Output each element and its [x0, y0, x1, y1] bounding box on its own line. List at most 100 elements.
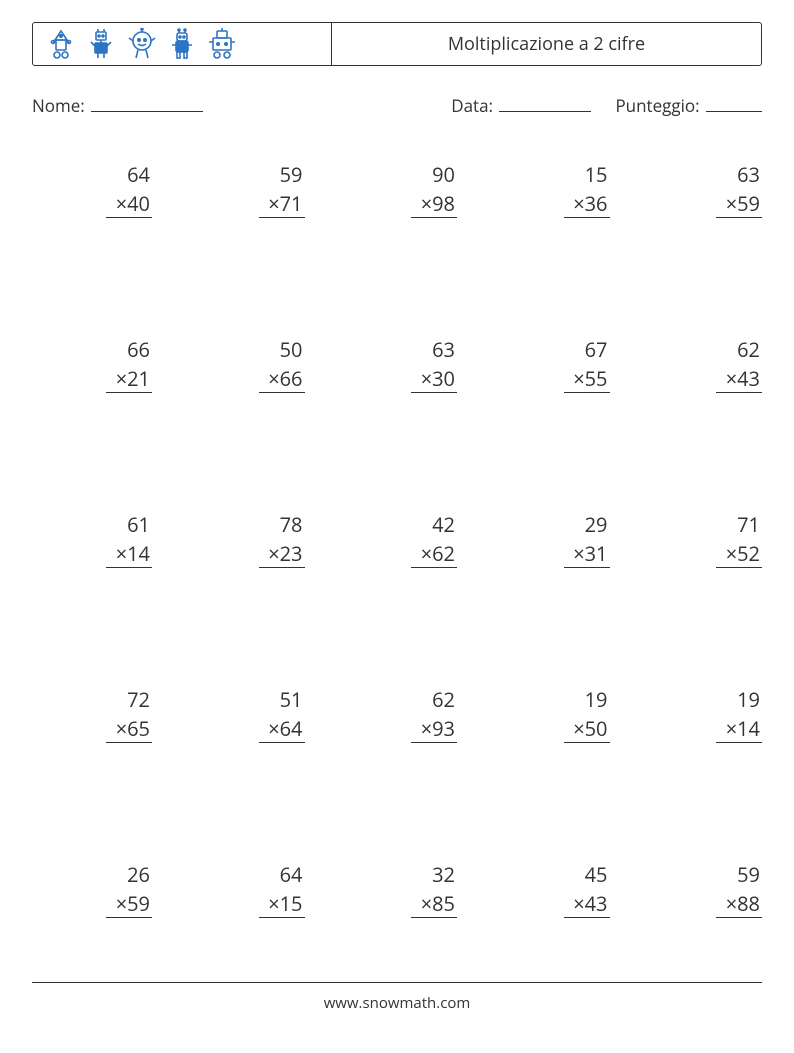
- multiplicand: 29: [585, 511, 610, 538]
- multiplier: ×23: [259, 540, 305, 568]
- multiplicand: 50: [280, 336, 305, 363]
- problem: 61×14: [32, 511, 152, 568]
- robot-e-icon: [207, 28, 237, 60]
- problem: 64×15: [185, 861, 305, 918]
- footer-rule: [32, 982, 762, 983]
- score-label: Punteggio:: [615, 94, 699, 117]
- problem: 15×36: [490, 161, 610, 218]
- multiplier: ×50: [564, 715, 610, 743]
- problem: 26×59: [32, 861, 152, 918]
- multiplier: ×21: [106, 365, 152, 393]
- date-blank[interactable]: [499, 94, 591, 112]
- problem: 63×59: [642, 161, 762, 218]
- score-field: Punteggio:: [615, 94, 762, 117]
- multiplicand: 61: [127, 511, 152, 538]
- multiplicand: 71: [737, 511, 762, 538]
- footer-text: www.snowmath.com: [0, 993, 794, 1013]
- problem-row: 61×14 78×23 42×62 29×31 71×52: [32, 511, 762, 568]
- multiplier: ×59: [716, 190, 762, 218]
- meta-left: Nome:: [32, 94, 203, 117]
- date-label: Data:: [451, 94, 493, 117]
- robot-d-icon: [169, 28, 195, 60]
- multiplier: ×14: [716, 715, 762, 743]
- problem: 19×14: [642, 686, 762, 743]
- multiplicand: 26: [127, 861, 152, 888]
- name-label: Nome:: [32, 94, 85, 117]
- multiplicand: 62: [432, 686, 457, 713]
- multiplier: ×65: [106, 715, 152, 743]
- problem: 29×31: [490, 511, 610, 568]
- worksheet-title: Moltiplicazione a 2 cifre: [332, 23, 761, 65]
- multiplicand: 45: [585, 861, 610, 888]
- multiplicand: 32: [432, 861, 457, 888]
- multiplicand: 67: [585, 336, 610, 363]
- robot-c-icon: [127, 28, 157, 60]
- robot-a-icon: [47, 28, 75, 60]
- multiplicand: 63: [432, 336, 457, 363]
- multiplier: ×93: [411, 715, 457, 743]
- multiplicand: 15: [585, 161, 610, 188]
- name-field: Nome:: [32, 94, 203, 117]
- problem: 62×43: [642, 336, 762, 393]
- multiplicand: 78: [280, 511, 305, 538]
- multiplier: ×14: [106, 540, 152, 568]
- multiplier: ×59: [106, 890, 152, 918]
- name-blank[interactable]: [91, 94, 203, 112]
- robot-b-icon: [87, 28, 115, 60]
- date-field: Data:: [451, 94, 591, 117]
- score-blank[interactable]: [706, 94, 762, 112]
- problem: 59×71: [185, 161, 305, 218]
- multiplier: ×62: [411, 540, 457, 568]
- multiplicand: 19: [737, 686, 762, 713]
- multiplier: ×43: [716, 365, 762, 393]
- problem: 72×65: [32, 686, 152, 743]
- multiplier: ×43: [564, 890, 610, 918]
- multiplicand: 64: [280, 861, 305, 888]
- multiplicand: 72: [127, 686, 152, 713]
- multiplier: ×66: [259, 365, 305, 393]
- problem: 66×21: [32, 336, 152, 393]
- problem: 64×40: [32, 161, 152, 218]
- multiplier: ×85: [411, 890, 457, 918]
- multiplier: ×88: [716, 890, 762, 918]
- problem: 19×50: [490, 686, 610, 743]
- problem: 50×66: [185, 336, 305, 393]
- problem: 90×98: [337, 161, 457, 218]
- problem: 63×30: [337, 336, 457, 393]
- meta-right: Data: Punteggio:: [451, 94, 762, 117]
- problem: 42×62: [337, 511, 457, 568]
- problem-row: 26×59 64×15 32×85 45×43 59×88: [32, 861, 762, 918]
- multiplier: ×55: [564, 365, 610, 393]
- multiplier: ×15: [259, 890, 305, 918]
- multiplicand: 19: [585, 686, 610, 713]
- multiplier: ×64: [259, 715, 305, 743]
- problem: 51×64: [185, 686, 305, 743]
- problem: 78×23: [185, 511, 305, 568]
- multiplier: ×40: [106, 190, 152, 218]
- problem: 45×43: [490, 861, 610, 918]
- multiplier: ×31: [564, 540, 610, 568]
- problem-row: 64×40 59×71 90×98 15×36 63×59: [32, 161, 762, 218]
- multiplicand: 42: [432, 511, 457, 538]
- problem: 62×93: [337, 686, 457, 743]
- meta-row: Nome: Data: Punteggio:: [32, 94, 762, 117]
- multiplier: ×98: [411, 190, 457, 218]
- header-bar: Moltiplicazione a 2 cifre: [32, 22, 762, 66]
- problem-row: 66×21 50×66 63×30 67×55 62×43: [32, 336, 762, 393]
- multiplicand: 90: [432, 161, 457, 188]
- multiplicand: 62: [737, 336, 762, 363]
- problem: 67×55: [490, 336, 610, 393]
- multiplicand: 66: [127, 336, 152, 363]
- problems-grid: 64×4059×7190×9815×3663×5966×2150×6663×30…: [32, 161, 762, 918]
- multiplier: ×52: [716, 540, 762, 568]
- problem: 59×88: [642, 861, 762, 918]
- problem: 32×85: [337, 861, 457, 918]
- multiplicand: 64: [127, 161, 152, 188]
- multiplicand: 51: [280, 686, 305, 713]
- multiplier: ×71: [259, 190, 305, 218]
- problem-row: 72×6551×6462×9319×5019×14: [32, 686, 762, 743]
- worksheet-page: Moltiplicazione a 2 cifre Nome: Data: Pu…: [0, 0, 794, 1053]
- multiplicand: 59: [737, 861, 762, 888]
- multiplicand: 63: [737, 161, 762, 188]
- multiplier: ×30: [411, 365, 457, 393]
